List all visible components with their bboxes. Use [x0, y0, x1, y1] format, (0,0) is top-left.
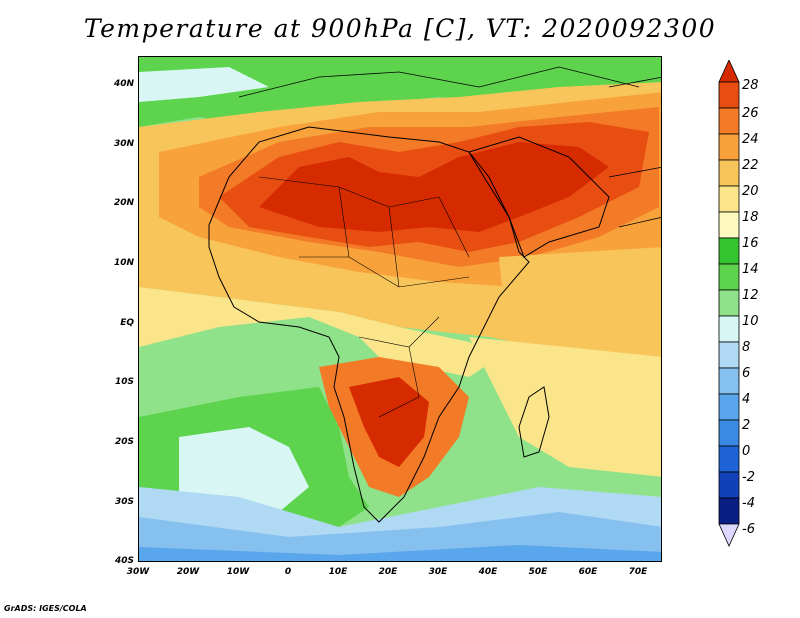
- field-south-28: [349, 377, 429, 467]
- colorbar-label: 20: [742, 184, 759, 199]
- temperature-field: [139, 57, 661, 561]
- lat-tick-20n: 20N: [113, 198, 134, 208]
- colorbar-box: [718, 211, 740, 239]
- lat-tick-30s: 30S: [114, 497, 134, 507]
- africa-coastline: [208, 126, 530, 523]
- colorbar-label: -6: [742, 522, 755, 537]
- colorbar-label: 18: [742, 210, 759, 225]
- lon-tick-60e: 60E: [578, 567, 598, 577]
- map-title: Temperature at 900hPa [C], VT: 202009230…: [83, 14, 717, 43]
- lat-tick-40n: 40N: [113, 79, 134, 89]
- colorbar-box: [718, 185, 740, 213]
- colorbar-box: [718, 341, 740, 369]
- colorbar-box: [718, 107, 740, 135]
- colorbar-label: 4: [742, 392, 751, 407]
- lat-tick-10n: 10N: [113, 258, 134, 268]
- colorbar-box: [718, 263, 740, 291]
- colorbar-label: 16: [742, 236, 759, 251]
- lat-tick-20s: 20S: [114, 437, 134, 447]
- field-hot-28: [259, 142, 609, 232]
- lon-tick-0: 0: [284, 567, 292, 577]
- colorbar-bottom-arrow: [718, 523, 740, 547]
- lon-tick-20e: 20E: [378, 567, 398, 577]
- colorbar-box: [718, 445, 740, 473]
- colorbar-label: 6: [742, 366, 751, 381]
- colorbar-box: [718, 367, 740, 395]
- colorbar-label: -4: [742, 496, 755, 511]
- colorbar-label: 22: [742, 158, 759, 173]
- lon-tick-40e: 40E: [478, 567, 498, 577]
- temperature-map: [138, 56, 662, 562]
- europe-coastline: [238, 66, 640, 98]
- colorbar-box: [718, 419, 740, 447]
- colorbar-box: [718, 237, 740, 265]
- lat-tick-40s: 40S: [114, 556, 134, 566]
- colorbar-label: 10: [742, 314, 759, 329]
- lon-tick-10e: 10E: [328, 567, 348, 577]
- lon-tick-30e: 30E: [428, 567, 448, 577]
- colorbar-label: 26: [742, 106, 759, 121]
- grads-credit: GrADS: IGES/COLA: [4, 604, 87, 613]
- field-indian-18: [469, 337, 661, 477]
- colorbar-box: [718, 471, 740, 499]
- colorbar-box: [718, 315, 740, 343]
- colorbar-label: 2: [742, 418, 751, 433]
- colorbar-top-arrow: [718, 60, 740, 83]
- colorbar-label: 8: [742, 340, 751, 355]
- lon-tick-10w: 10W: [226, 567, 250, 577]
- lat-tick-eq: EQ: [120, 318, 134, 328]
- colorbar-box: [718, 393, 740, 421]
- country-borders: [258, 176, 470, 418]
- colorbar-label: 0: [742, 444, 751, 459]
- field-equator-green: [139, 317, 379, 417]
- lat-tick-30n: 30N: [113, 139, 134, 149]
- colorbar-box: [718, 133, 740, 161]
- colorbar-box: [718, 81, 740, 109]
- colorbar-label: -2: [742, 470, 755, 485]
- lon-tick-50e: 50E: [528, 567, 548, 577]
- lat-tick-10s: 10S: [114, 377, 134, 387]
- lon-tick-70e: 70E: [628, 567, 648, 577]
- lon-tick-20w: 20W: [176, 567, 200, 577]
- colorbar-label: 12: [742, 288, 759, 303]
- colorbar-box: [718, 497, 740, 525]
- lon-tick-30w: 30W: [126, 567, 150, 577]
- colorbar-label: 24: [742, 132, 759, 147]
- asia-coastline: [608, 76, 661, 228]
- madagascar-coastline: [518, 386, 550, 458]
- colorbar-label: 28: [742, 78, 759, 93]
- colorbar-label: 14: [742, 262, 759, 277]
- arabia-coastline: [468, 136, 610, 258]
- colorbar-box: [718, 159, 740, 187]
- colorbar: [718, 60, 740, 547]
- colorbar-box: [718, 289, 740, 317]
- field-north-cool: [139, 67, 269, 102]
- colorbar-boxes: [718, 60, 740, 547]
- field-south-4: [139, 545, 661, 561]
